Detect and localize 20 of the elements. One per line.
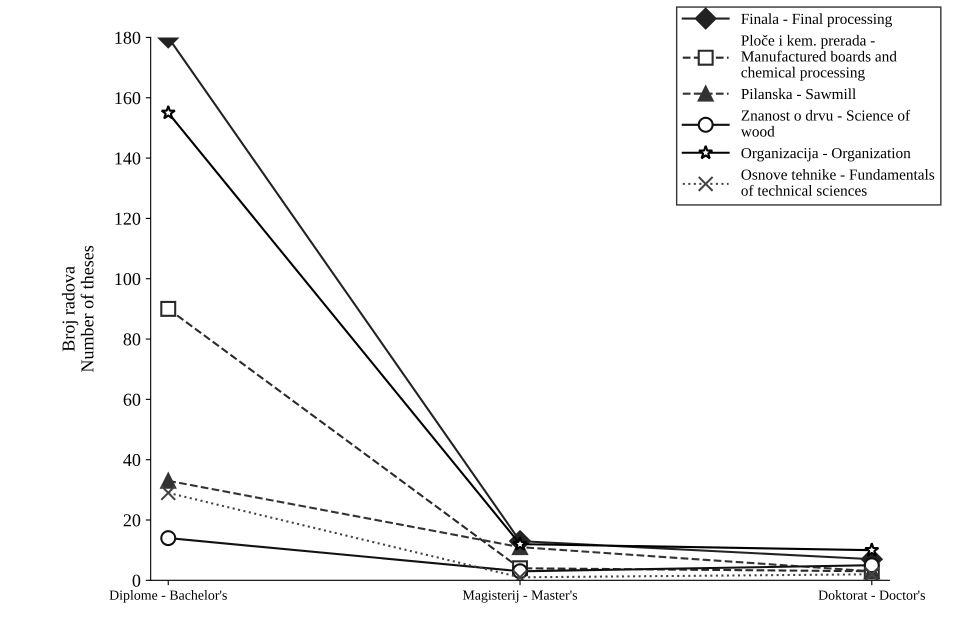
- y-tick-label: 20: [124, 514, 140, 526]
- legend-label: Znanost o drvu - Science of wood: [740, 110, 910, 137]
- y-tick-label: 80: [124, 333, 140, 346]
- legend-label: Ploče i kem. prerada - Manufactured boards and chemical processing: [741, 34, 897, 81]
- y-tick-label: 120: [115, 212, 140, 225]
- y-tick-label: 100: [115, 272, 140, 286]
- x-tick-label: Doktorat - Doctor's: [818, 590, 925, 600]
- y-axis-title: Broj radova Number of theses: [62, 246, 94, 372]
- y-tick-label: 140: [115, 152, 140, 165]
- y-tick-label: 160: [115, 92, 140, 104]
- x-tick-label: Magisterij - Master's: [462, 590, 578, 603]
- x-tick-label: Diplome - Bachelor's: [110, 590, 227, 603]
- y-tick-label: 40: [123, 454, 140, 466]
- legend-label: Osnove tehnike - Fundamentals of technical sciences: [741, 169, 934, 196]
- legend-label: Pilanska - Sawmill: [741, 88, 856, 100]
- y-tick-label: 180: [115, 32, 140, 44]
- legend-label: Organizacija - Organization: [741, 148, 911, 162]
- legend-label: Finala - Final processing: [741, 13, 892, 28]
- y-tick-label: 60: [124, 394, 140, 406]
- y-tick-label: 0: [132, 574, 140, 587]
